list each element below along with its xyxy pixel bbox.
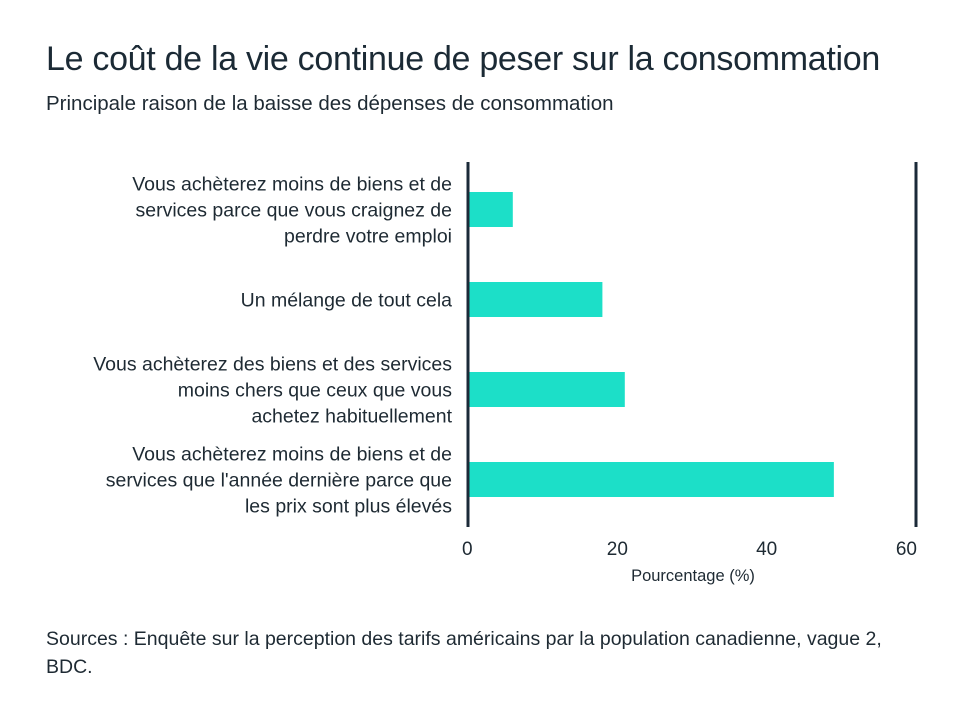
category-label-line: Vous achèterez moins de biens et de <box>132 444 452 466</box>
x-tick-label-60: 60 <box>896 539 917 560</box>
category-label-3: Vous achèterez des biens et des services… <box>93 354 452 428</box>
bar-4 <box>468 462 834 497</box>
category-label-line: services que l'année dernière parce que <box>106 470 452 492</box>
x-tick-label-40: 40 <box>756 539 777 560</box>
bar-3 <box>468 372 625 407</box>
x-tick-labels: 0 20 40 60 <box>462 539 917 560</box>
category-label-line: achetez habituellement <box>251 406 452 428</box>
category-label-line: perdre votre emploi <box>284 226 452 248</box>
category-label-4: Vous achèterez moins de biens et de servi… <box>106 444 453 518</box>
axes-group <box>466 162 918 527</box>
chart-subtitle: Principale raison de la baisse des dépen… <box>46 92 614 115</box>
bar-2 <box>468 282 603 317</box>
chart-title: Le coût de la vie continue de peser sur … <box>46 40 880 78</box>
category-label-line: Un mélange de tout cela <box>241 290 453 312</box>
x-axis-title: Pourcentage (%) <box>631 567 755 585</box>
category-labels: Vous achèterez moins de biens et de servi… <box>93 174 452 518</box>
category-label-line: Vous achèterez moins de biens et de <box>132 174 452 196</box>
source-note: Sources : Enquête sur la perception des … <box>46 628 882 678</box>
category-label-2: Un mélange de tout cela <box>241 290 453 312</box>
category-label-line: moins chers que ceux que vous <box>178 380 452 402</box>
category-label-line: les prix sont plus élevés <box>245 496 452 518</box>
category-label-line: Vous achèterez des biens et des services <box>93 354 452 376</box>
x-tick-label-0: 0 <box>462 539 473 560</box>
x-tick-label-20: 20 <box>607 539 628 560</box>
category-label-line: services parce que vous craignez de <box>135 200 452 222</box>
bars-group <box>468 192 834 497</box>
bar-1 <box>468 192 513 227</box>
category-label-1: Vous achèterez moins de biens et de servi… <box>132 174 452 248</box>
